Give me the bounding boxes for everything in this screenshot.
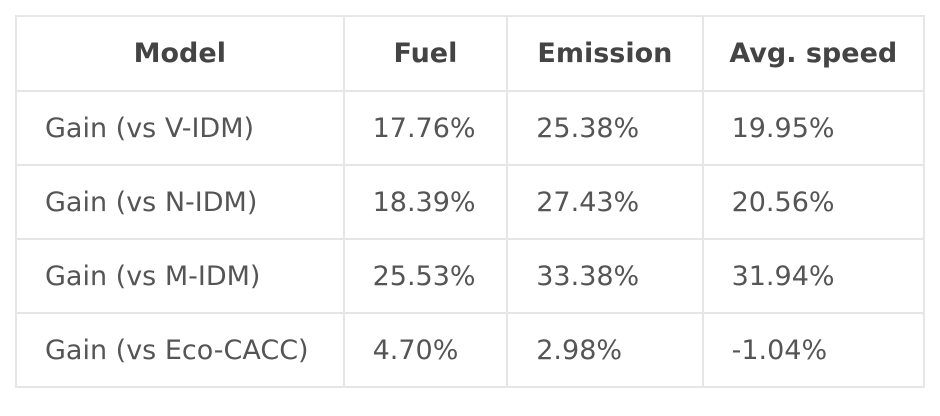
header-row: Model Fuel Emission Avg. speed xyxy=(15,15,926,92)
table-row: Gain (vs M-IDM) 25.53% 33.38% 31.94% xyxy=(15,238,926,314)
table-cell: Gain (vs Eco-CACC) xyxy=(15,312,345,388)
table-cell: Gain (vs N-IDM) xyxy=(15,164,345,240)
table-header: Model Fuel Emission Avg. speed xyxy=(15,15,926,92)
table-cell: 31.94% xyxy=(701,238,926,314)
header-cell: Emission xyxy=(506,15,704,92)
table-cell: 25.38% xyxy=(506,90,704,166)
table-row: Gain (vs V-IDM) 17.76% 25.38% 19.95% xyxy=(15,90,926,166)
table-cell: -1.04% xyxy=(701,312,926,388)
table-row: Gain (vs N-IDM) 18.39% 27.43% 20.56% xyxy=(15,164,926,240)
table-cell: 27.43% xyxy=(506,164,704,240)
table-cell: 20.56% xyxy=(701,164,926,240)
table-cell: Gain (vs V-IDM) xyxy=(15,90,345,166)
table-cell: 2.98% xyxy=(506,312,704,388)
table-row: Gain (vs Eco-CACC) 4.70% 2.98% -1.04% xyxy=(15,312,926,388)
header-cell: Model xyxy=(15,15,345,92)
data-table: Model Fuel Emission Avg. speed Gain (vs V-I… xyxy=(15,15,926,388)
table-cell: 33.38% xyxy=(506,238,704,314)
table-cell: Gain (vs M-IDM) xyxy=(15,238,345,314)
table-cell: 19.95% xyxy=(701,90,926,166)
header-cell: Fuel xyxy=(342,15,509,92)
table-cell: 4.70% xyxy=(342,312,509,388)
header-cell: Avg. speed xyxy=(701,15,926,92)
table-cell: 18.39% xyxy=(342,164,509,240)
table-cell: 25.53% xyxy=(342,238,509,314)
table-body: Gain (vs V-IDM) 17.76% 25.38% 19.95% Gain (v… xyxy=(15,90,926,388)
table-cell: 17.76% xyxy=(342,90,509,166)
